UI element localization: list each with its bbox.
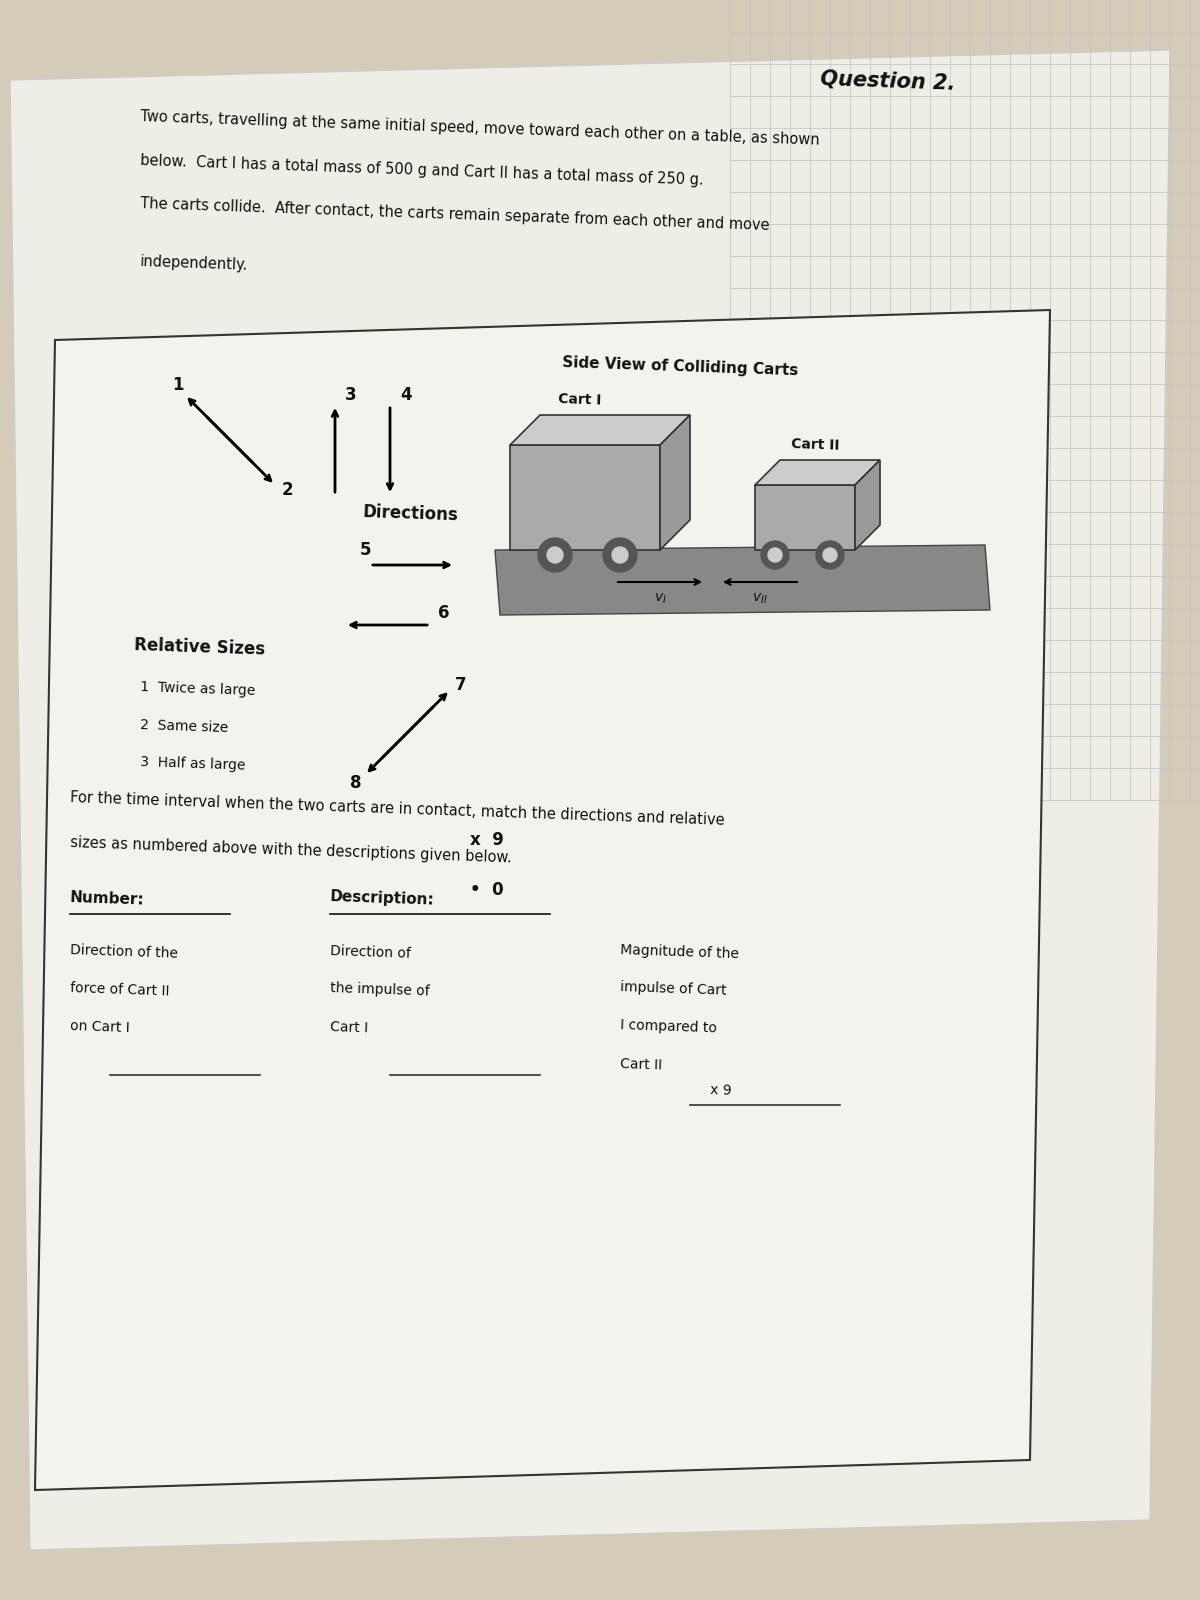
Text: 3: 3	[346, 386, 356, 403]
Circle shape	[547, 547, 563, 563]
Polygon shape	[856, 461, 880, 550]
Text: Side View of Colliding Carts: Side View of Colliding Carts	[562, 355, 798, 378]
Text: I compared to: I compared to	[620, 1018, 718, 1035]
Circle shape	[538, 538, 572, 573]
Polygon shape	[496, 546, 990, 614]
Text: 3  Half as large: 3 Half as large	[140, 755, 246, 773]
Text: Direction of: Direction of	[330, 944, 412, 962]
Polygon shape	[10, 50, 1170, 1550]
Text: Direction of the: Direction of the	[70, 944, 179, 962]
Text: 1: 1	[172, 376, 184, 394]
Text: Description:: Description:	[330, 890, 434, 909]
Text: impulse of Cart: impulse of Cart	[620, 981, 727, 998]
Text: 4: 4	[400, 386, 412, 403]
Text: Two carts, travelling at the same initial speed, move toward each other on a tab: Two carts, travelling at the same initia…	[140, 109, 820, 149]
Text: x  9: x 9	[470, 830, 504, 850]
Text: on Cart I: on Cart I	[70, 1019, 130, 1035]
Circle shape	[761, 541, 790, 570]
Circle shape	[612, 547, 628, 563]
Text: 2  Same size: 2 Same size	[140, 718, 228, 734]
Text: 8: 8	[350, 774, 361, 792]
Polygon shape	[510, 445, 660, 550]
Polygon shape	[510, 414, 690, 445]
Circle shape	[823, 547, 838, 562]
Text: Question 2.: Question 2.	[820, 69, 955, 94]
Text: Cart I: Cart I	[558, 392, 602, 408]
Text: For the time interval when the two carts are in contact, match the directions an: For the time interval when the two carts…	[70, 790, 725, 829]
Text: •  0: • 0	[470, 882, 504, 899]
Text: sizes as numbered above with the descriptions given below.: sizes as numbered above with the descrip…	[70, 835, 512, 866]
Text: Cart II: Cart II	[620, 1056, 662, 1072]
Text: The carts collide.  After contact, the carts remain separate from each other and: The carts collide. After contact, the ca…	[140, 197, 769, 234]
Text: $v_I$: $v_I$	[654, 592, 666, 606]
Text: 5: 5	[360, 541, 372, 558]
Circle shape	[604, 538, 637, 573]
Text: Cart II: Cart II	[791, 437, 840, 453]
Text: 6: 6	[438, 603, 450, 622]
Text: independently.: independently.	[140, 254, 248, 274]
Text: the impulse of: the impulse of	[330, 981, 430, 998]
Text: $v_{II}$: $v_{II}$	[752, 592, 768, 606]
Text: Directions: Directions	[362, 502, 458, 525]
Text: below.  Cart I has a total mass of 500 g and Cart II has a total mass of 250 g.: below. Cart I has a total mass of 500 g …	[140, 154, 704, 187]
Text: 7: 7	[455, 675, 467, 694]
Circle shape	[816, 541, 844, 570]
Text: Relative Sizes: Relative Sizes	[134, 637, 265, 659]
Polygon shape	[35, 310, 1050, 1490]
Text: x 9: x 9	[710, 1083, 732, 1098]
Text: 2: 2	[282, 482, 294, 499]
Text: Magnitude of the: Magnitude of the	[620, 942, 739, 962]
Text: 1  Twice as large: 1 Twice as large	[140, 680, 256, 698]
Text: force of Cart II: force of Cart II	[70, 981, 170, 998]
Polygon shape	[660, 414, 690, 550]
Polygon shape	[755, 485, 856, 550]
Text: Number:: Number:	[70, 891, 145, 909]
Text: Cart I: Cart I	[330, 1019, 368, 1035]
Circle shape	[768, 547, 782, 562]
Polygon shape	[755, 461, 880, 485]
